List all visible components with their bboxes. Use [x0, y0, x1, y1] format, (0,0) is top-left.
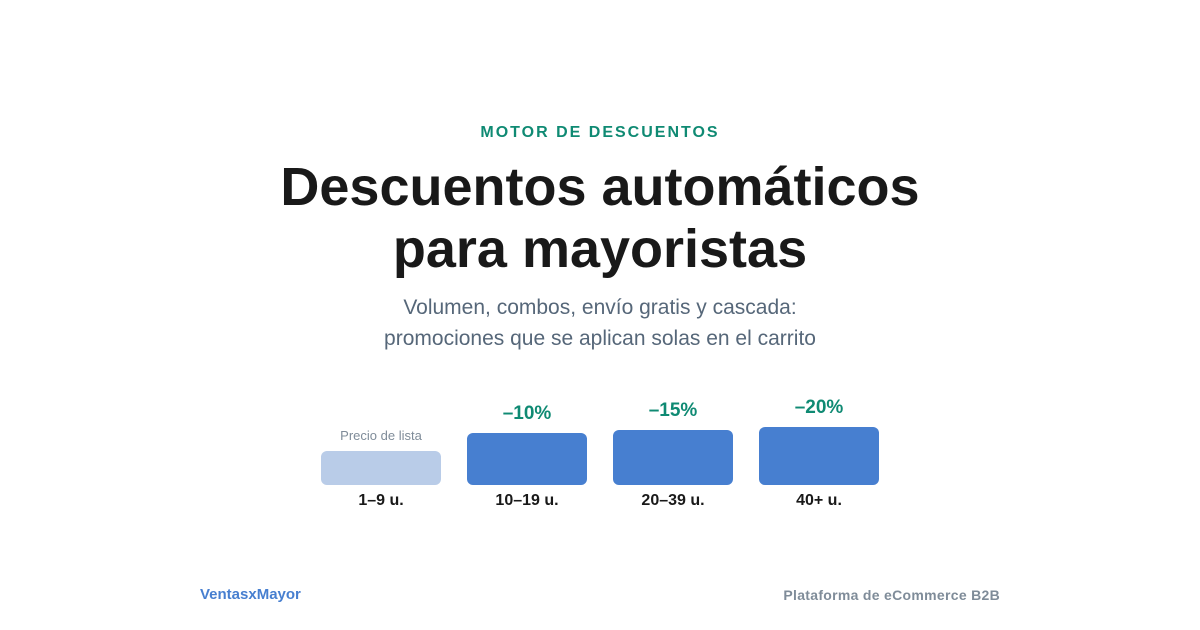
- title-line-1: Descuentos automáticos: [280, 157, 920, 217]
- tier-label: –15%: [648, 400, 698, 421]
- tier-2: –15% 20–39 u.: [613, 380, 733, 520]
- tier-bar: [321, 451, 441, 485]
- tier-1: –10% 10–19 u.: [467, 380, 587, 520]
- discount-tiers: Precio de lista 1–9 u. –10% 10–19 u. –15…: [0, 380, 1200, 520]
- tier-bar: [467, 433, 587, 485]
- tier-quantity: 40+ u.: [796, 492, 842, 509]
- eyebrow-label: MOTOR DE DESCUENTOS: [480, 124, 720, 141]
- subtitle-line-1: Volumen, combos, envío gratis y cascada:: [403, 296, 797, 319]
- tier-0: Precio de lista 1–9 u.: [321, 380, 441, 520]
- footer-tagline: Plataforma de eCommerce B2B: [783, 587, 1000, 603]
- tier-label: Precio de lista: [340, 428, 422, 443]
- tier-3: –20% 40+ u.: [759, 380, 879, 520]
- tier-quantity: 1–9 u.: [358, 492, 404, 509]
- brand-logo-text: VentasxMayor: [200, 586, 301, 603]
- tier-bar: [759, 427, 879, 485]
- tier-quantity: 20–39 u.: [641, 492, 705, 509]
- title-line-2: para mayoristas: [392, 219, 808, 279]
- tier-bar: [613, 430, 733, 485]
- subtitle-line-2: promociones que se aplican solas en el c…: [384, 327, 816, 350]
- page-title: Descuentos automáticos para mayoristas: [0, 156, 1200, 280]
- tier-quantity: 10–19 u.: [495, 492, 559, 509]
- tier-label: –10%: [502, 403, 552, 424]
- tier-label: –20%: [794, 397, 844, 418]
- subtitle: Volumen, combos, envío gratis y cascada:…: [0, 292, 1200, 354]
